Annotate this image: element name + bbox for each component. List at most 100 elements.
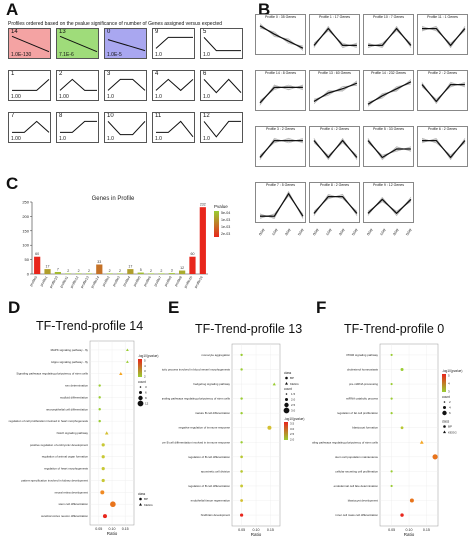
term-marker [100,490,105,495]
cluster-title: Profile 11 : 1 Genes [427,15,458,19]
term-marker [240,397,243,400]
cluster-panel: Profile 14 : 8 Genes [255,70,306,111]
panel-f-dotplot: PPAR signaling pathway cholesterol homeos… [306,338,472,543]
term-label: regulation of B cell differentiation [188,455,230,459]
x-axis-label: Ratio [107,531,118,536]
legend-count-title: count [284,387,292,391]
cluster-title: Profile 4 : 2 Genes [320,127,349,131]
bar [54,271,61,274]
legend-size-dot [284,402,289,408]
legend-color-tick: 3.0 [290,427,295,431]
cluster-title: Profile 0 : 35 Genes [265,15,296,19]
term-marker [119,371,123,376]
cluster-x-tick: 0day [312,227,320,237]
term-marker [400,426,404,430]
cluster-panel: Profile 8 : 2 Genes [309,182,360,223]
x-tick-label: profile14 [90,275,100,288]
term-label: regulation of animal organ formation [42,455,89,459]
cluster-mean-line [260,192,304,217]
cluster-mean-line [313,27,357,47]
legend-color-title: -log10(pvalue) [138,354,158,358]
legend-count-tick: 2.0 [291,398,296,402]
legend-class-tick: BP [290,376,294,380]
cluster-member-line [259,27,303,46]
x-tick-label: profile12 [69,275,79,288]
cluster-x-tick: 1day [271,227,279,237]
legend-class-title: class [138,492,146,496]
term-marker [390,484,393,488]
bar-value-label: 17 [46,265,50,269]
cluster-title: Profile 13 : 60 Genes [318,71,351,75]
cluster-member-line [313,83,357,103]
bar [127,269,134,274]
x-tick-label: profile3 [112,275,121,287]
cluster-x-tick: 5day [297,227,305,237]
legend-class-title: class [284,371,292,375]
bar [96,264,103,274]
profile-id: 12 [203,113,210,119]
profile-id: 8 [59,113,63,119]
cluster-mean-line [313,139,358,159]
term-label: Signaling pathways regulating pluripoten… [162,397,231,401]
legend-size-dot [285,398,288,401]
legend-color-tick: 5 [448,374,450,378]
legend-class-triangle [443,430,446,434]
profile-pvalue: 1.0 [203,52,210,58]
term-label: neural retina development [55,490,89,494]
profile-cell: 1 1.00 [8,70,51,101]
x-tick-label: profile15 [183,275,193,288]
legend-count-title: count [442,395,450,399]
cluster-svg [367,79,412,107]
profile-cell: 7 1.00 [8,112,51,143]
term-label: hedgehog signaling pathway [193,382,230,386]
cluster-title: Profile 2 : 2 Genes [428,71,457,75]
legend-colorbar [138,359,142,377]
legend-size-dot [139,386,142,388]
profile-clusters-grid: Profile 0 : 35 Genes Profile 1 : 17 Genes… [255,14,470,276]
cluster-member-line [313,80,358,104]
x-tick-label: profile9 [174,275,183,287]
profile-trend-line [155,78,194,92]
term-marker [240,484,243,488]
profile-trend-svg [107,121,146,136]
term-marker [98,384,101,387]
profile-pvalue: 1.00 [11,94,21,100]
cluster-member-line [259,138,303,159]
profile-trend-line [203,37,241,52]
legend-title: Pvalue [214,204,228,209]
cluster-member-line [421,26,466,44]
term-label: regulation of fat cell proliferation [337,411,378,415]
cluster-member-line [421,138,466,156]
bar-value-label: 60 [35,252,39,256]
legend-color-title: -log10(pvalue) [442,369,462,373]
panel-letter-c: C [6,174,19,193]
legend-count-tick: 3 [145,385,147,389]
profile-pvalue: 1.0E-5 [107,52,122,58]
term-marker [390,382,393,386]
term-marker [240,441,243,444]
cluster-panel: Profile 3 : 2 Genes [255,126,306,167]
cluster-member-line [313,80,358,105]
dotplot-e-svg: monocyte aggregation apoptotic process in… [155,343,304,537]
cluster-title: Profile 5 : 33 Genes [373,127,404,131]
bar-value-label: 2 [78,269,80,273]
legend-class-tick: KEGG [290,382,299,386]
x-tick-label: profile5 [133,275,142,287]
cluster-mean-line [422,139,466,159]
profile-trend-svg [107,39,146,52]
legend-size-dot [443,406,446,409]
cluster-mean-line [368,27,412,47]
cluster-x-tick: 5day [405,227,413,237]
cluster-svg [367,25,412,49]
x-tick-label: profile4 [122,275,131,287]
legend-colorbar [442,374,446,392]
profile-id: 3 [107,71,111,77]
cluster-svg [313,80,358,105]
cluster-member-line [259,84,303,105]
term-label: Hippo signaling pathway - fly [51,360,88,364]
cluster-mean-line [313,82,358,102]
profile-id: 1 [11,71,15,77]
term-marker [240,353,243,357]
cluster-mean-line [367,198,412,215]
term-marker [240,455,243,459]
